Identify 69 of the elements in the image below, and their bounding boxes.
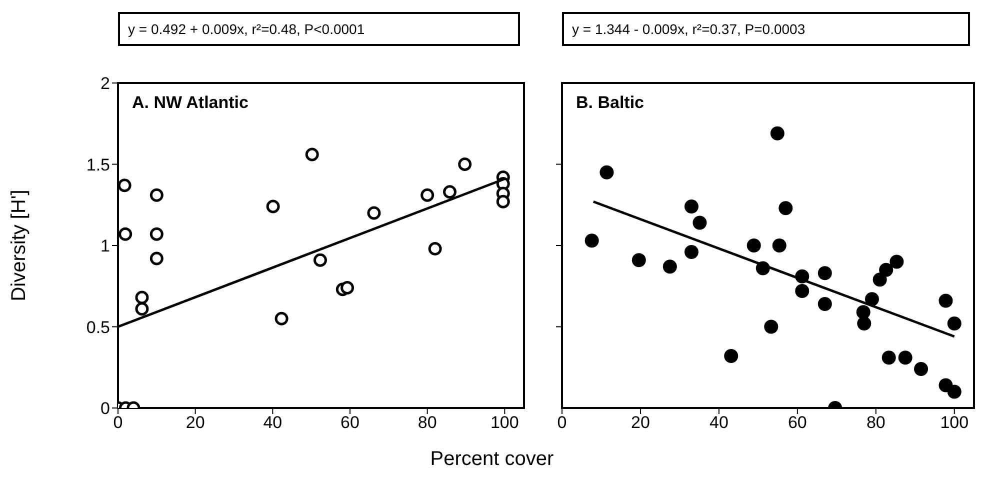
y-tick-label: 1.5 (86, 155, 110, 174)
point (882, 350, 896, 365)
point (724, 349, 738, 363)
point (135, 290, 149, 304)
point (135, 302, 149, 316)
point (864, 292, 879, 306)
point (879, 262, 894, 277)
point (778, 201, 793, 216)
point (764, 320, 778, 334)
point (420, 188, 434, 202)
y-tick-label: 0 (100, 399, 110, 418)
point (938, 294, 953, 308)
x-tick-label: 20 (186, 413, 205, 432)
point (914, 362, 928, 376)
x-tick-label: 80 (418, 413, 437, 432)
point (898, 350, 912, 365)
y-tick-label: 1 (100, 236, 110, 256)
y-axis-title: Diversity [H'] (8, 190, 30, 302)
y-tick-label: 2 (100, 74, 110, 94)
x-tick-label: 60 (788, 413, 807, 432)
point (118, 178, 132, 192)
point (692, 216, 707, 230)
text: A. NW Atlantic (132, 93, 248, 113)
point (632, 253, 646, 268)
point (496, 194, 510, 208)
point (684, 200, 698, 214)
x-tick-label: 100 (490, 413, 519, 432)
point (746, 238, 761, 252)
point (890, 254, 904, 269)
x-tick-label: 0 (113, 413, 123, 432)
x-tick-label: 60 (340, 413, 360, 432)
point (856, 305, 870, 320)
point (274, 312, 288, 326)
point (818, 266, 832, 280)
point (795, 284, 810, 298)
x-tick-label: 100 (940, 413, 969, 432)
x-tick-label: 40 (709, 413, 728, 432)
point (150, 252, 164, 266)
point (662, 260, 677, 274)
point (947, 384, 962, 399)
point (947, 316, 962, 330)
point (266, 200, 280, 214)
point (305, 148, 319, 162)
point (857, 316, 872, 330)
x-axis-title: Percent cover (429, 448, 555, 471)
point (340, 281, 354, 294)
point (118, 227, 132, 241)
y-tick-label: 0.5 (86, 318, 110, 337)
point (443, 185, 457, 199)
point (600, 165, 614, 180)
point (770, 126, 784, 140)
point (428, 242, 442, 256)
point (872, 272, 887, 287)
point (772, 238, 786, 252)
x-tick-label: 20 (631, 413, 650, 432)
x-tick-label: 40 (263, 413, 282, 432)
point (684, 245, 698, 259)
point (818, 297, 832, 311)
point (313, 253, 327, 267)
point (584, 234, 599, 248)
text: B. Baltic (576, 93, 644, 113)
point (458, 158, 472, 171)
x-tick-label: 0 (557, 413, 567, 432)
text: y = 0.492 + 0.009x, r²=0.48, P<0.0001 (128, 21, 365, 37)
point (150, 188, 164, 202)
point (367, 206, 381, 220)
text: y = 1.344 - 0.009x, r²=0.37, P=0.0003 (572, 21, 806, 37)
x-tick-label: 80 (866, 413, 886, 432)
point (150, 227, 164, 241)
